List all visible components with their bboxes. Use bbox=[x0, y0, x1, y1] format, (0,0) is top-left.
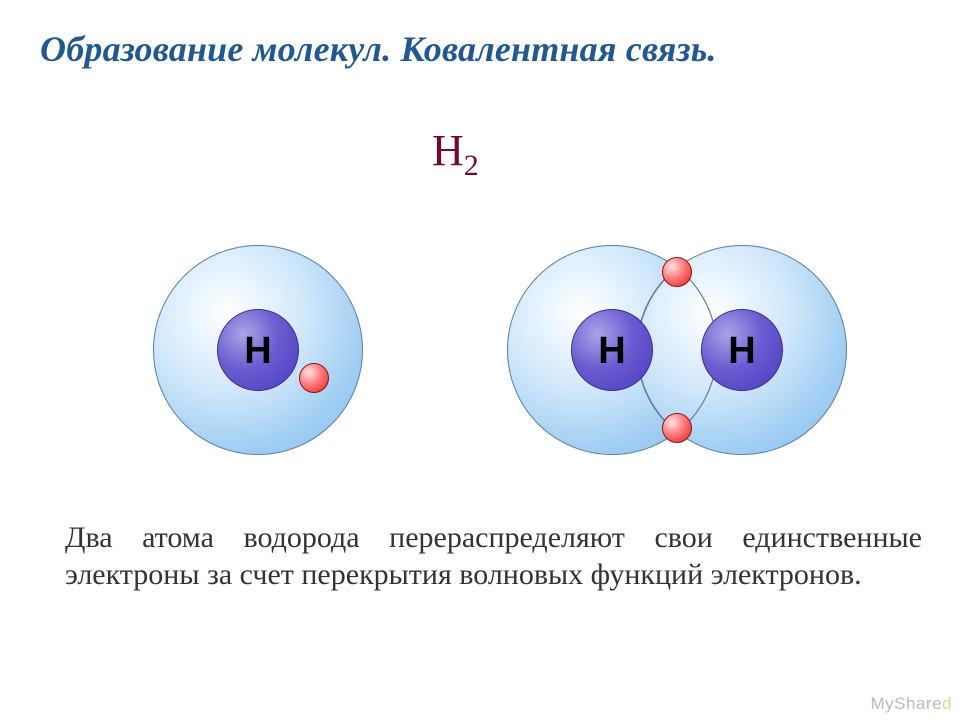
bond-diagram: HHH bbox=[0, 200, 960, 500]
watermark-pre: MyShare bbox=[871, 694, 943, 713]
slide: Образование молекул. Ковалентная связь. … bbox=[0, 0, 960, 720]
atom-nucleus: H bbox=[701, 309, 783, 391]
molecule-formula: H2 bbox=[432, 125, 479, 183]
page-title: Образование молекул. Ковалентная связь. bbox=[40, 28, 920, 70]
formula-subscript: 2 bbox=[464, 149, 479, 182]
watermark-accent: d bbox=[942, 694, 952, 713]
overlap-lens bbox=[0, 200, 960, 500]
electron bbox=[662, 257, 692, 287]
electron bbox=[662, 413, 692, 443]
formula-base: H bbox=[432, 126, 464, 175]
description-text: Два атома водорода перераспределяют свои… bbox=[65, 520, 922, 593]
electron bbox=[299, 363, 329, 393]
atom-nucleus: H bbox=[571, 309, 653, 391]
watermark: MyShared bbox=[871, 694, 953, 714]
atom-nucleus: H bbox=[217, 309, 299, 391]
